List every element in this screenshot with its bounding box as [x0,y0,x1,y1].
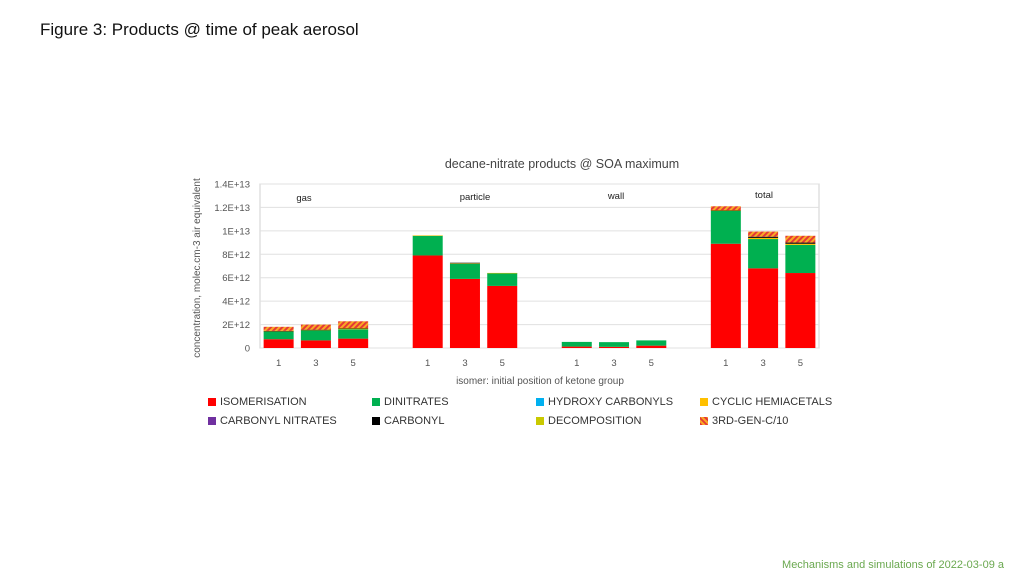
y-tick-label: 4E+12 [222,297,250,308]
bar-segment [263,331,294,340]
bar-segment [748,239,779,269]
bar-segment [338,329,369,339]
bar-segment [487,285,518,348]
x-tick-label: 3 [760,358,765,369]
legend-label: 3RD-GEN-C/10 [712,415,789,427]
bar-segment [338,321,369,329]
bar-segment [449,278,480,348]
group-label: gas [296,193,312,204]
legend-label: CARBONYL [384,415,445,427]
legend-item-carbonyl: CARBONYL [372,415,445,427]
legend-item-hydroxy-carbonyls: HYDROXY CARBONYLS [536,396,673,408]
bar-segment [748,268,779,348]
x-tick-label: 5 [500,358,505,369]
bar-segment [748,231,779,237]
legend-label: HYDROXY CARBONYLS [548,396,674,408]
slide-title: Figure 3: Products @ time of peak aeroso… [40,20,359,39]
bar-segment [710,206,741,211]
y-tick-label: 1.4E+13 [214,180,250,191]
stacked-bar-chart: decane-nitrate products @ SOA maximum co… [192,157,820,387]
y-tick-label: 1E+13 [222,226,250,237]
bar-segment [263,339,294,348]
bar-segment [412,255,443,348]
legend-swatch [208,417,216,425]
bar-segment [449,263,480,264]
legend-label: CARBONYL NITRATES [220,415,337,427]
group-label: total [755,190,773,201]
bar-segment [338,328,369,330]
bar-segment [710,243,741,348]
x-tick-label: 5 [798,358,803,369]
x-tick-label: 1 [574,358,579,369]
x-tick-label: 1 [276,358,281,369]
legend-item-cyclic-hemiacetals: CYCLIC HEMIACETALS [700,396,832,408]
bar-segment [487,273,518,286]
legend-label: CYCLIC HEMIACETALS [712,396,833,408]
bar-segment [785,244,816,274]
bar-segment [748,236,779,238]
y-tick-label: 1.2E+13 [214,203,250,214]
bar-segment [338,338,369,348]
legend-swatch [700,398,708,406]
bar-segment [449,263,480,279]
bar-segment [561,346,592,348]
legend-item-decomposition: DECOMPOSITION [536,415,642,427]
legend-swatch [536,417,544,425]
bar-segment [300,329,331,331]
bar-segment [300,340,331,348]
bar-segment [748,237,779,240]
bar-segment [487,272,518,274]
legend-item-3rd-gen: 3RD-GEN-C/10 [700,415,788,427]
bar-segment [710,210,741,211]
y-tick-label: 8E+12 [222,250,250,261]
x-tick-label: 3 [313,358,318,369]
legend-swatch [372,398,380,406]
bar-segment [785,235,816,243]
bar-segment [561,341,592,347]
bar-segment [599,342,630,347]
bar-segment [785,243,816,245]
x-tick-label: 5 [351,358,356,369]
bar-segment [599,346,630,348]
x-axis-label: isomer: initial position of ketone group [456,376,624,387]
legend-swatch [700,417,708,425]
y-tick-label: 2E+12 [222,320,250,331]
legend-swatch [372,417,380,425]
y-axis-label: concentration, molec.cm-3 air equivalent [192,178,203,358]
bar-segment [636,345,667,348]
legend-label: DINITRATES [384,396,449,408]
footer-text: Mechanisms and simulations of 2022-03-09… [782,559,1004,571]
group-label: wall [607,191,624,202]
bar-segment [636,340,667,346]
bar-segment [263,330,294,332]
bar-segment [338,328,369,329]
bar-segment [785,273,816,348]
legend-label: DECOMPOSITION [548,415,642,427]
x-tick-label: 3 [611,358,616,369]
group-label: particle [460,192,491,203]
bar-segment [412,235,443,236]
x-tick-label: 1 [723,358,728,369]
legend-swatch [536,398,544,406]
x-tick-label: 1 [425,358,430,369]
bar-segment [300,330,331,341]
legend-item-dinitrates: DINITRATES [372,396,449,408]
x-tick-label: 5 [649,358,654,369]
bar-segment [710,210,741,244]
bar-segment [449,262,480,264]
bar-segment [412,235,443,256]
legend-item-isomerisation: ISOMERISATION [208,396,307,408]
legend-swatch [208,398,216,406]
chart-title: decane-nitrate products @ SOA maximum [445,157,679,171]
bar-segment [263,326,294,331]
legend-label: ISOMERISATION [220,396,307,408]
y-tick-label: 6E+12 [222,273,250,284]
legend-item-carbonyl-nitrates: CARBONYL NITRATES [208,415,337,427]
y-tick-label: 0 [245,344,250,355]
bar-segment [300,324,331,330]
bar-segment [785,242,816,244]
x-tick-label: 3 [462,358,467,369]
